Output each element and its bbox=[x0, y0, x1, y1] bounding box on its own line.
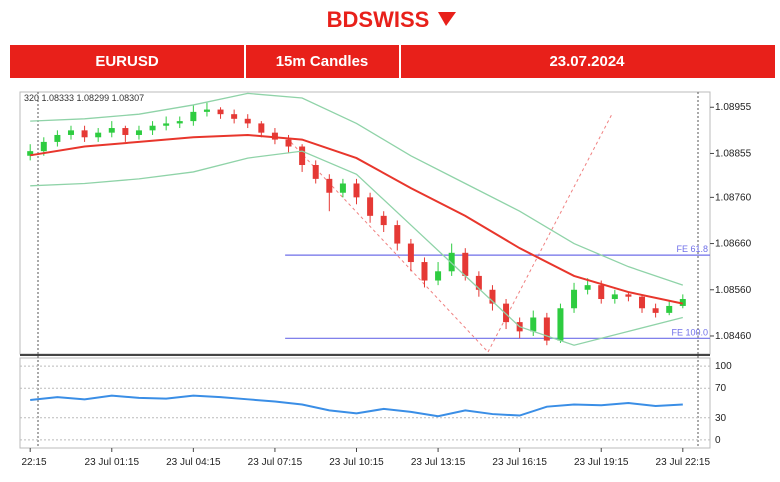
candle-body bbox=[67, 130, 74, 135]
candle-body bbox=[598, 285, 605, 300]
candle-body bbox=[27, 151, 34, 156]
candle-body bbox=[625, 294, 632, 297]
candle-body bbox=[448, 252, 455, 272]
candle-body bbox=[108, 128, 115, 133]
candle-body bbox=[666, 305, 673, 313]
candle-body bbox=[421, 262, 428, 281]
trend-line bbox=[286, 137, 489, 353]
candle-body bbox=[475, 275, 482, 290]
candle-body bbox=[380, 215, 387, 226]
candles bbox=[27, 102, 686, 346]
candle-body bbox=[217, 109, 224, 115]
x-tick-label: 23 Jul 13:15 bbox=[411, 457, 466, 468]
candle-body bbox=[407, 243, 414, 263]
candle-body bbox=[435, 271, 442, 281]
candle-body bbox=[163, 123, 170, 126]
timeframe: 15m Candles bbox=[276, 53, 369, 70]
rsi-frame bbox=[19, 357, 711, 449]
candle-body bbox=[231, 114, 238, 119]
fibo-label: FE 100.0 bbox=[671, 327, 708, 337]
candle-body bbox=[176, 121, 183, 124]
y-tick-label: 1.08760 bbox=[715, 192, 752, 203]
x-tick-label: 23 Jul 04:15 bbox=[166, 457, 221, 468]
x-tick-label: 23 Jul 19:15 bbox=[574, 457, 629, 468]
x-tick-label: 23 Jul 10:15 bbox=[329, 457, 384, 468]
y-tick-label: 70 bbox=[715, 383, 727, 394]
candle-body bbox=[584, 285, 591, 290]
ohlc-info: 320 1.08333 1.08299 1.08307 bbox=[24, 93, 144, 103]
candle-body bbox=[639, 296, 646, 309]
candle-body bbox=[462, 252, 469, 276]
plot: 1.08955 1.08855 1.08760 1.08660 1.08560 1.084… bbox=[20, 92, 752, 468]
header-bar bbox=[10, 45, 775, 78]
candle-body bbox=[543, 317, 550, 341]
brand: BDSWISS bbox=[327, 7, 430, 32]
candle-body bbox=[95, 132, 102, 138]
y-tick-label: 1.08855 bbox=[715, 148, 752, 159]
candle-body bbox=[149, 125, 156, 131]
candle-body bbox=[557, 308, 564, 341]
candle-body bbox=[299, 146, 306, 166]
date: 23.07.2024 bbox=[549, 53, 625, 70]
candle-body bbox=[503, 303, 510, 323]
candle-body bbox=[190, 111, 197, 122]
y-tick-label: 1.08660 bbox=[715, 239, 752, 250]
y-tick-label: 1.08560 bbox=[715, 285, 752, 296]
candle-body bbox=[285, 139, 292, 147]
candle-body bbox=[312, 165, 319, 179]
candle-body bbox=[81, 130, 88, 138]
candle-body bbox=[679, 299, 686, 306]
rsi-line bbox=[30, 394, 683, 418]
candle-body bbox=[394, 225, 401, 244]
y-tick-label: 1.08460 bbox=[715, 331, 752, 342]
candle-body bbox=[530, 317, 537, 332]
y-tick-label: 1.08955 bbox=[715, 102, 752, 113]
x-tick-label: 22:15 bbox=[21, 457, 46, 468]
indicator-line bbox=[30, 92, 684, 286]
candle-body bbox=[244, 118, 251, 124]
candle-body bbox=[367, 197, 374, 216]
candle-body bbox=[571, 289, 578, 309]
candle-body bbox=[271, 132, 278, 140]
fibo-label: FE 61.8 bbox=[676, 244, 708, 254]
candle-body bbox=[135, 130, 142, 135]
candle-body bbox=[339, 183, 346, 193]
candle-body bbox=[353, 183, 360, 198]
brand-icon bbox=[438, 12, 456, 26]
candle-body bbox=[611, 294, 618, 300]
y-tick-label: 0 bbox=[715, 435, 721, 446]
x-tick-label: 23 Jul 07:15 bbox=[248, 457, 303, 468]
x-tick-label: 23 Jul 16:15 bbox=[492, 457, 547, 468]
logo: BDSWISS bbox=[327, 7, 456, 32]
symbol: EURUSD bbox=[95, 53, 159, 70]
candle-body bbox=[203, 109, 210, 112]
candle-body bbox=[54, 134, 61, 142]
x-tick-label: 23 Jul 01:15 bbox=[85, 457, 140, 468]
y-tick-label: 100 bbox=[715, 361, 732, 372]
x-tick-label: 23 Jul 22:15 bbox=[656, 457, 711, 468]
candle-body bbox=[122, 128, 129, 135]
indicator-line bbox=[30, 150, 683, 346]
candle-body bbox=[489, 289, 496, 304]
y-tick-label: 30 bbox=[715, 413, 727, 424]
candle-body bbox=[40, 141, 47, 152]
candle-body bbox=[652, 308, 659, 313]
indicator-line bbox=[30, 133, 684, 305]
candle-body bbox=[258, 123, 265, 133]
candle-body bbox=[326, 178, 333, 193]
